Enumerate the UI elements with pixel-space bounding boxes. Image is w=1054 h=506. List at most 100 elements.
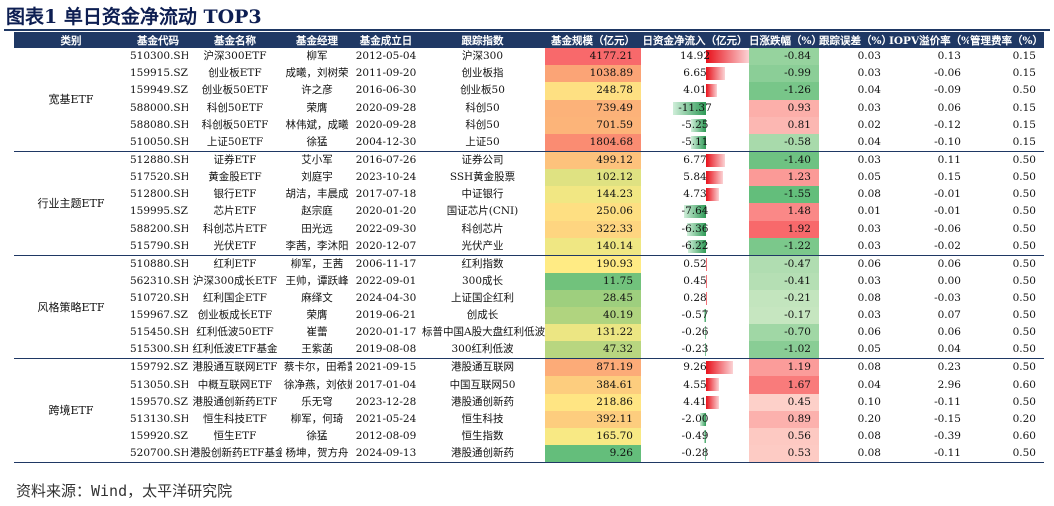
- fee-cell: 0.50: [969, 341, 1044, 360]
- category-cell: 风格策略ETF: [14, 255, 128, 360]
- index-cell: 300成长: [461, 274, 504, 287]
- inflow-bar: [705, 257, 708, 271]
- index-cell: 港股通创新药: [420, 445, 545, 464]
- scale-cell: 392.11: [545, 410, 641, 428]
- manager-cell: 赵宗庭: [301, 205, 333, 218]
- manager-cell: 许之彦: [301, 84, 333, 97]
- flow-cell: -0.23: [641, 341, 749, 360]
- name-cell: 港股通互联网ETF: [192, 361, 278, 374]
- table-header-row: 类别 基金代码 基金名称 基金经理 基金成立日 跟踪指数 基金规模（亿元） 日资金净流入（亿元…: [14, 32, 1044, 48]
- index-cell: 创业板指: [461, 67, 504, 80]
- date-cell: 2021-05-24: [355, 412, 417, 425]
- index-cell: 国证芯片(CNI): [446, 205, 519, 218]
- flow-value: -5.25: [681, 118, 709, 131]
- iopv-cell: -0.11: [934, 395, 961, 408]
- iopv-cell: -0.06: [934, 67, 961, 80]
- err-cell: 0.04: [819, 133, 889, 152]
- name-cell: 创业板ETF: [208, 67, 262, 80]
- scale-cell: 218.86: [545, 393, 641, 411]
- scale-cell: 11.75: [545, 272, 641, 290]
- flow-cell: -5.11: [641, 133, 749, 152]
- index-cell: 港股通互联网: [451, 361, 514, 374]
- err-cell: 0.03: [819, 237, 889, 256]
- scale-cell: 165.70: [545, 428, 641, 446]
- table-row: 515300.SH 红利低波ETF基金 王紫菡 2019-08-08 300红利低波 47…: [14, 341, 1044, 360]
- flow-cell: 6.65: [641, 65, 749, 82]
- code-cell: 510880.SH: [130, 257, 188, 270]
- inflow-bar: [705, 291, 707, 305]
- daily-change-cell: 1.23: [749, 168, 819, 187]
- inflow-bar: [705, 67, 726, 81]
- manager-cell: 徐净燕，刘依姗: [284, 378, 352, 391]
- fee-cell: 0.50: [1012, 274, 1036, 287]
- date-cell: 2011-09-20: [355, 67, 417, 80]
- inflow-bar: [705, 188, 720, 202]
- daily-change-cell: 1.92: [749, 220, 819, 238]
- fee-cell: 0.50: [1012, 171, 1036, 184]
- iopv-cell: 0.00: [937, 274, 961, 287]
- flow-value: -0.28: [681, 447, 709, 460]
- category-cell: 跨境ETF: [14, 358, 128, 464]
- name-cell: 科创50ETF: [206, 101, 264, 114]
- flow-cell: -0.57: [641, 307, 749, 324]
- code-cell: 512800.SH: [130, 188, 188, 201]
- fee-cell: 0.15: [1012, 118, 1036, 131]
- daily-change-cell: 1.48: [749, 203, 819, 221]
- flow-value: -6.36: [681, 222, 709, 235]
- fee-cell: 0.20: [1012, 412, 1036, 425]
- index-cell: 中证银行: [461, 188, 504, 201]
- code-cell: 513130.SH: [130, 412, 188, 425]
- code-cell: 159792.SZ: [130, 361, 188, 374]
- date-cell: 2023-12-28: [355, 395, 417, 408]
- inflow-bar: [705, 170, 723, 184]
- flow-value: 0.52: [683, 257, 707, 270]
- scale-cell: 190.93: [545, 255, 641, 273]
- flow-cell: -0.49: [641, 428, 749, 445]
- fee-cell: 0.60: [1012, 430, 1036, 443]
- flow-cell: -5.25: [641, 117, 749, 134]
- column-header: 基金成立日: [352, 32, 420, 48]
- column-header: 管理费率（%）: [969, 32, 1044, 48]
- index-cell: 创成长: [466, 309, 499, 322]
- name-cell: 芯片ETF: [213, 205, 257, 218]
- date-cell: 2020-09-28: [355, 118, 417, 131]
- date-cell: 2022-09-30: [355, 222, 417, 235]
- category-cell: 宽基ETF: [14, 48, 128, 152]
- scale-cell: 9.26: [545, 445, 641, 464]
- iopv-cell: -0.06: [934, 222, 961, 235]
- name-cell: 港股通创新药ETF: [192, 395, 278, 408]
- name-cell: 港股创新药ETF基金: [188, 445, 282, 464]
- code-cell: 159920.SZ: [130, 430, 188, 443]
- name-cell: 科创板50ETF: [201, 118, 269, 131]
- index-cell: 标普中国A股大盘红利低波50: [422, 326, 545, 339]
- date-cell: 2016-07-26: [355, 153, 417, 166]
- manager-cell: 荣膺: [306, 101, 328, 114]
- name-cell: 恒生ETF: [213, 430, 257, 443]
- index-cell: 沪深300: [461, 50, 504, 63]
- date-cell: 2021-09-15: [355, 361, 417, 374]
- index-cell: 红利指数: [461, 257, 504, 270]
- date-cell: 2004-12-30: [352, 133, 420, 152]
- column-header: 基金规模（亿元）: [545, 32, 641, 48]
- table-row: 159995.SZ 芯片ETF 赵宗庭 2020-01-20 国证芯片(CNI) 250.…: [14, 203, 1044, 221]
- daily-change-cell: -1.02: [749, 341, 819, 360]
- date-cell: 2023-10-24: [355, 171, 417, 184]
- daily-change-cell: -0.84: [749, 48, 819, 66]
- index-cell: 中国互联网50: [449, 378, 516, 391]
- scale-cell: 499.12: [545, 151, 641, 169]
- iopv-cell: -0.12: [934, 118, 961, 131]
- inflow-bar: [705, 84, 718, 98]
- err-cell: 0.08: [857, 291, 881, 304]
- code-cell: 520700.SH: [128, 445, 188, 464]
- iopv-cell: -0.02: [889, 237, 969, 256]
- date-cell: 2020-01-17: [355, 326, 417, 339]
- code-cell: 515300.SH: [128, 341, 188, 360]
- fee-cell: 0.50: [1012, 222, 1036, 235]
- flow-cell: 5.84: [641, 169, 749, 186]
- table-row: 159915.SZ 创业板ETF 成曦，刘树荣 2011-09-20 创业板指 1038.…: [14, 65, 1044, 83]
- flow-value: 0.45: [683, 274, 707, 287]
- daily-change-cell: 0.53: [749, 445, 819, 464]
- scale-cell: 1804.68: [545, 133, 641, 152]
- daily-change-cell: -0.58: [749, 133, 819, 152]
- outflow-bar: [691, 135, 706, 149]
